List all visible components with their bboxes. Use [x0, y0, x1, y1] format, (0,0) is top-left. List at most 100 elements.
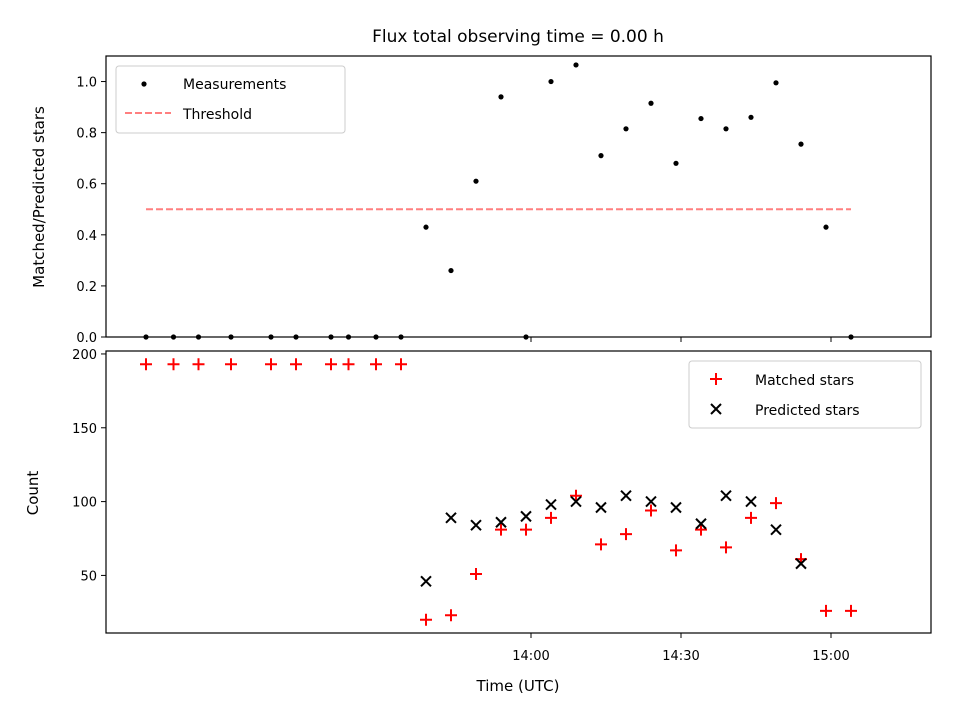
legend-threshold-label: Threshold: [182, 107, 252, 123]
predicted-star-point: [620, 489, 632, 502]
measurement-point: [373, 334, 379, 340]
bottom-y-tick-label: 200: [72, 348, 97, 363]
measurement-point: [773, 80, 779, 86]
measurement-point: [573, 62, 579, 68]
matched-star-point: [192, 358, 205, 371]
legend-predicted-marker: [710, 403, 722, 415]
measurement-point: [723, 126, 729, 132]
matched-star-point: [395, 358, 407, 371]
bottom-legend: Matched stars Predicted stars: [688, 360, 922, 429]
measurement-point: [345, 334, 352, 340]
predicted-star-point: [570, 495, 582, 508]
measurement-point: [798, 141, 804, 147]
matched-star-point: [265, 358, 277, 371]
measurement-point: [448, 267, 454, 274]
matched-star-point: [470, 567, 482, 580]
matched-star-point: [445, 609, 457, 622]
matched-star-point: [140, 358, 152, 371]
measurement-point: [848, 334, 854, 340]
bottom-y-axis: 50 100 150 200: [72, 348, 106, 584]
matched-star-point: [845, 604, 857, 617]
predicted-star-point: [545, 498, 557, 511]
top-plot: 0.0 0.2 0.4 0.6 0.8 1.0 Matched/Predicted sta…: [30, 55, 932, 346]
matched-star-point: [595, 538, 607, 551]
measurement-point: [293, 334, 299, 340]
matched-star-point: [167, 358, 180, 371]
matched-star-point: [225, 358, 237, 371]
predicted-star-point: [695, 518, 707, 530]
matched-star-point: [720, 541, 732, 554]
top-y-tick-label: 0.8: [76, 127, 97, 142]
predicted-star-point: [470, 519, 482, 531]
measurement-point: [473, 178, 479, 184]
matched-star-point: [570, 489, 582, 502]
predicted-star-point: [520, 510, 532, 523]
x-tick-label: 15:00: [812, 649, 849, 664]
legend-matched-label: Matched stars: [755, 373, 854, 389]
top-legend-box: [115, 65, 346, 134]
predicted-star-point: [645, 495, 657, 508]
bottom-y-tick-label: 150: [72, 422, 97, 437]
legend-measurements-marker: [141, 81, 147, 87]
measurement-point: [748, 114, 754, 120]
measurement-point: [423, 224, 429, 230]
chart-title: Flux total observing time = 0.00 h: [372, 27, 664, 47]
bottom-y-tick-label: 100: [72, 496, 97, 511]
x-tick-label: 14:30: [662, 649, 699, 664]
predicted-star-point: [670, 501, 682, 514]
top-y-label: Matched/Predicted stars: [30, 106, 48, 288]
top-y-tick-label: 0.4: [76, 229, 97, 244]
x-axis-label: Time (UTC): [476, 677, 560, 695]
bottom-y-tick-label: 50: [80, 569, 97, 584]
predicted-star-point: [770, 523, 782, 536]
top-legend: Measurements Threshold: [115, 65, 346, 134]
legend-matched-marker: [710, 373, 722, 385]
matched-star-point: [670, 544, 682, 557]
measurement-point: [398, 334, 404, 340]
top-y-axis: 0.0 0.2 0.4 0.6 0.8 1.0: [76, 76, 106, 346]
measurement-point: [598, 153, 604, 159]
bottom-y-label: Count: [24, 471, 42, 516]
bottom-series: [140, 358, 857, 626]
matched-star-point: [290, 358, 302, 371]
legend-measurements-label: Measurements: [183, 77, 286, 93]
matched-star-point: [495, 523, 507, 536]
predicted-star-point: [445, 512, 457, 524]
top-plot-frame: [105, 55, 932, 338]
bottom-plot-frame: [105, 350, 932, 634]
top-series: [143, 62, 854, 340]
matched-star-point: [520, 523, 532, 536]
measurement-point: [170, 334, 177, 340]
bottom-legend-box: [688, 360, 922, 429]
measurement-point: [648, 100, 654, 106]
measurement-point: [498, 94, 504, 100]
predicted-star-point: [495, 516, 507, 528]
matched-star-point: [620, 528, 632, 541]
predicted-star-point: [720, 489, 732, 502]
measurement-point: [195, 334, 202, 340]
top-y-tick-label: 0.2: [76, 280, 97, 295]
top-x-axis: [530, 337, 832, 342]
measurement-point: [328, 334, 334, 340]
predicted-star-point: [595, 501, 607, 514]
matched-star-point: [770, 497, 782, 510]
predicted-star-point: [745, 495, 757, 508]
matched-star-point: [420, 613, 432, 626]
measurement-point: [548, 78, 554, 85]
matched-star-point: [545, 511, 557, 524]
matched-star-point: [370, 358, 382, 371]
measurement-point: [143, 334, 149, 340]
predicted-star-point: [795, 557, 807, 570]
measurement-point: [523, 334, 529, 340]
matched-star-point: [645, 504, 657, 517]
measurement-point: [228, 334, 234, 340]
measurement-point: [623, 126, 629, 132]
matched-star-point: [695, 523, 707, 536]
measurement-point: [698, 115, 704, 122]
measurement-point: [823, 224, 829, 230]
x-tick-label: 14:00: [512, 649, 549, 664]
matched-star-point: [745, 511, 757, 524]
